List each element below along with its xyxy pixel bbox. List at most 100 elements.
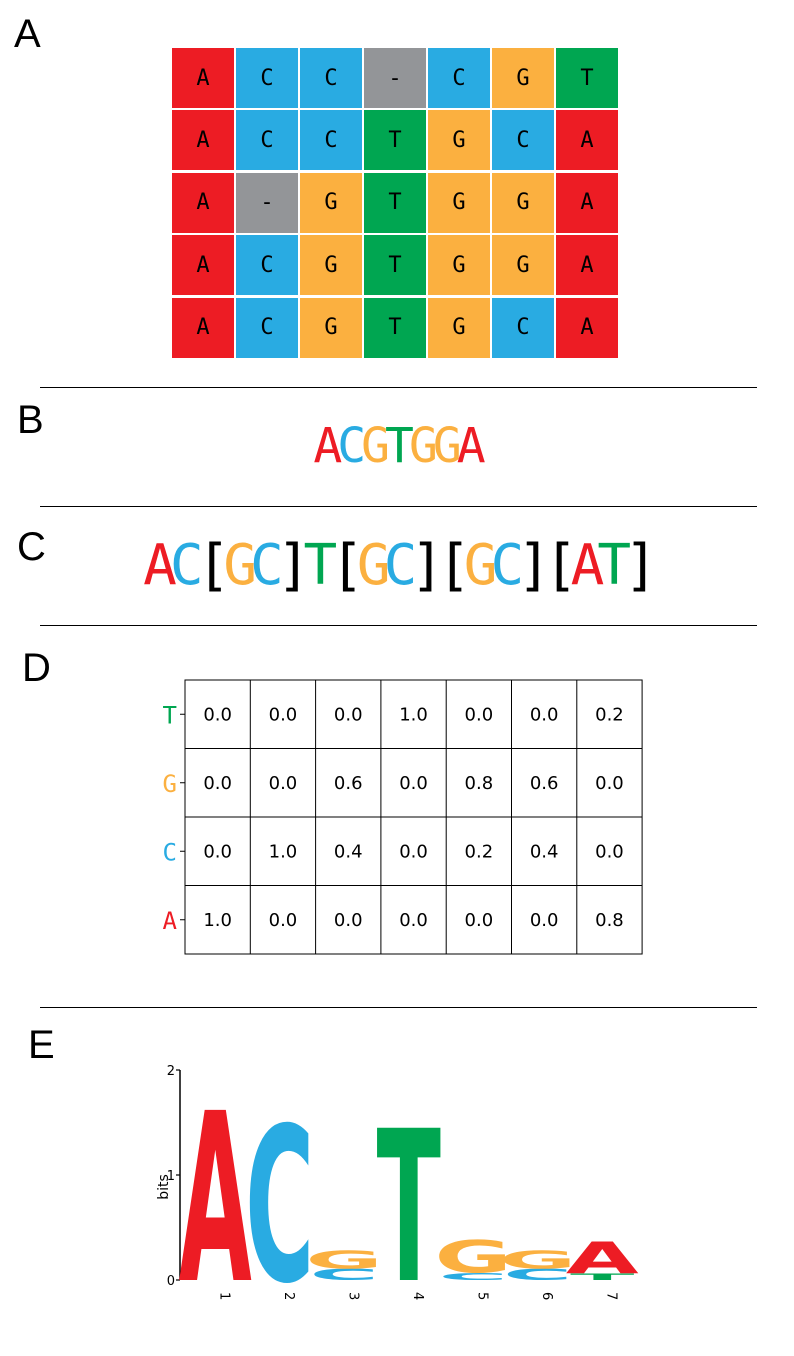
matrix-value: 0.8 [595, 910, 624, 931]
svg-text:G: G [435, 1232, 512, 1283]
alignment-cell: C [236, 297, 298, 358]
logo-letter: G [435, 1232, 512, 1283]
alignment-cell: A [172, 297, 234, 358]
consensus-sequence: ACGTGGA [0, 418, 794, 474]
divider-cd [40, 625, 757, 626]
logo-letter: A [566, 1234, 639, 1284]
alignment-cell: T [364, 172, 426, 233]
alignment-cell: A [556, 172, 618, 233]
alignment-cell: C [300, 48, 362, 108]
svg-text:C: C [503, 1265, 572, 1284]
alignment-cell: G [492, 172, 554, 233]
alignment-cell: G [428, 110, 490, 171]
alignment-cell: - [236, 172, 298, 233]
alignment-cell: A [556, 297, 618, 358]
matrix-row-label: A [163, 907, 178, 935]
matrix-value: 0.0 [334, 704, 363, 725]
alignment-cell: T [364, 110, 426, 171]
alignment-cell: T [364, 235, 426, 296]
consensus-letter: C [383, 533, 418, 598]
logo-x-tick-label: 1 [216, 1292, 231, 1300]
svg-text:A: A [566, 1234, 639, 1284]
svg-text:G: G [306, 1246, 383, 1274]
logo-letter: C [439, 1271, 508, 1283]
consensus-letter: C [169, 533, 204, 598]
frequency-matrix: T G C A 0.0 0.0 0.0 1.0 0.0 0.0 0.2 0.0 0.0 0.6 0.0 0.8… [163, 679, 643, 955]
matrix-value: 0.0 [595, 773, 624, 794]
alignment-cell: T [556, 48, 618, 108]
alignment-cell: G [492, 48, 554, 108]
consensus-letter: G [408, 418, 438, 474]
bracket-symbol: [ [196, 533, 231, 598]
consensus-letter: C [490, 533, 525, 598]
matrix-value: 0.0 [399, 910, 428, 931]
alignment-cell: C [492, 110, 554, 171]
alignment-cell: C [236, 110, 298, 171]
logo-y-label: bits [156, 1174, 172, 1200]
alignment-cell: G [428, 297, 490, 358]
matrix-value: 0.8 [465, 773, 494, 794]
logo-x-tick-label: 6 [539, 1292, 554, 1300]
bracket-symbol: [ [330, 533, 364, 598]
consensus-letter: A [456, 418, 486, 474]
matrix-value: 0.6 [530, 773, 559, 794]
logo-x-tick-label: 5 [474, 1292, 489, 1300]
svg-text:C: C [310, 1265, 379, 1284]
consensus-letter: G [356, 533, 391, 598]
consensus-letter: G [432, 418, 462, 474]
consensus-letter: T [303, 533, 337, 598]
matrix-value: 0.0 [530, 704, 559, 725]
alignment-cell: A [172, 48, 234, 108]
bracket-symbol: ] [410, 533, 444, 598]
matrix-value: 0.0 [203, 841, 232, 862]
matrix-value: 0.2 [465, 841, 494, 862]
logo-letter: T [570, 1272, 635, 1282]
matrix-row-label: C [163, 838, 177, 866]
matrix-value: 0.0 [399, 841, 428, 862]
consensus-letter: A [313, 418, 342, 474]
consensus-letter: C [250, 533, 284, 598]
logo-letter: C [503, 1265, 572, 1284]
logo-letter: C [310, 1265, 379, 1284]
matrix-value: 1.0 [203, 910, 232, 931]
matrix-value: 0.0 [595, 841, 624, 862]
svg-text:G: G [499, 1246, 576, 1274]
consensus-letter: T [597, 533, 631, 598]
logo-letter: G [499, 1246, 576, 1274]
matrix-value: 0.6 [334, 773, 363, 794]
bracket-symbol: [ [437, 533, 471, 598]
matrix-value: 0.0 [269, 704, 298, 725]
consensus-letter: T [385, 418, 414, 474]
alignment-cell: G [428, 235, 490, 296]
svg-text:T: T [570, 1272, 635, 1282]
alignment-cell: G [492, 235, 554, 296]
divider-ab [40, 387, 757, 388]
alignment-cell: C [428, 48, 490, 108]
logo-letter: T [377, 1088, 441, 1310]
matrix-value: 0.0 [334, 910, 363, 931]
logo-y-tick-label: 1 [167, 1169, 175, 1184]
matrix-value: 1.0 [399, 704, 428, 725]
svg-text:C: C [245, 1082, 314, 1310]
matrix-value: 0.4 [334, 841, 363, 862]
matrix-value: 0.0 [399, 773, 428, 794]
consensus-letter: A [143, 533, 177, 598]
matrix-value: 0.0 [203, 773, 232, 794]
svg-text:T: T [377, 1088, 441, 1310]
panel-label-e: E [28, 1023, 55, 1067]
matrix-value: 0.2 [595, 704, 624, 725]
alignment-cell: - [364, 48, 426, 108]
logo-y-tick-label: 2 [167, 1064, 175, 1079]
alignment-cell: C [492, 297, 554, 358]
matrix-value: 1.0 [269, 841, 298, 862]
alignment-cell: A [172, 110, 234, 171]
matrix-value: 0.0 [465, 910, 494, 931]
logo-x-tick-label: 2 [281, 1292, 296, 1300]
svg-text:C: C [439, 1271, 508, 1283]
matrix-value: 0.0 [465, 704, 494, 725]
divider-bc [40, 506, 757, 507]
consensus-letter: A [570, 533, 605, 598]
alignment-cell: A [556, 110, 618, 171]
